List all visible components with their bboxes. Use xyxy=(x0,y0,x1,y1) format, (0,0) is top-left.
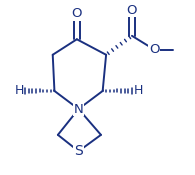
Text: O: O xyxy=(127,4,137,16)
Text: O: O xyxy=(72,7,82,20)
Text: S: S xyxy=(74,144,83,158)
Text: H: H xyxy=(133,85,143,97)
Text: O: O xyxy=(149,43,160,56)
Text: H: H xyxy=(14,85,24,97)
Text: N: N xyxy=(74,103,83,116)
